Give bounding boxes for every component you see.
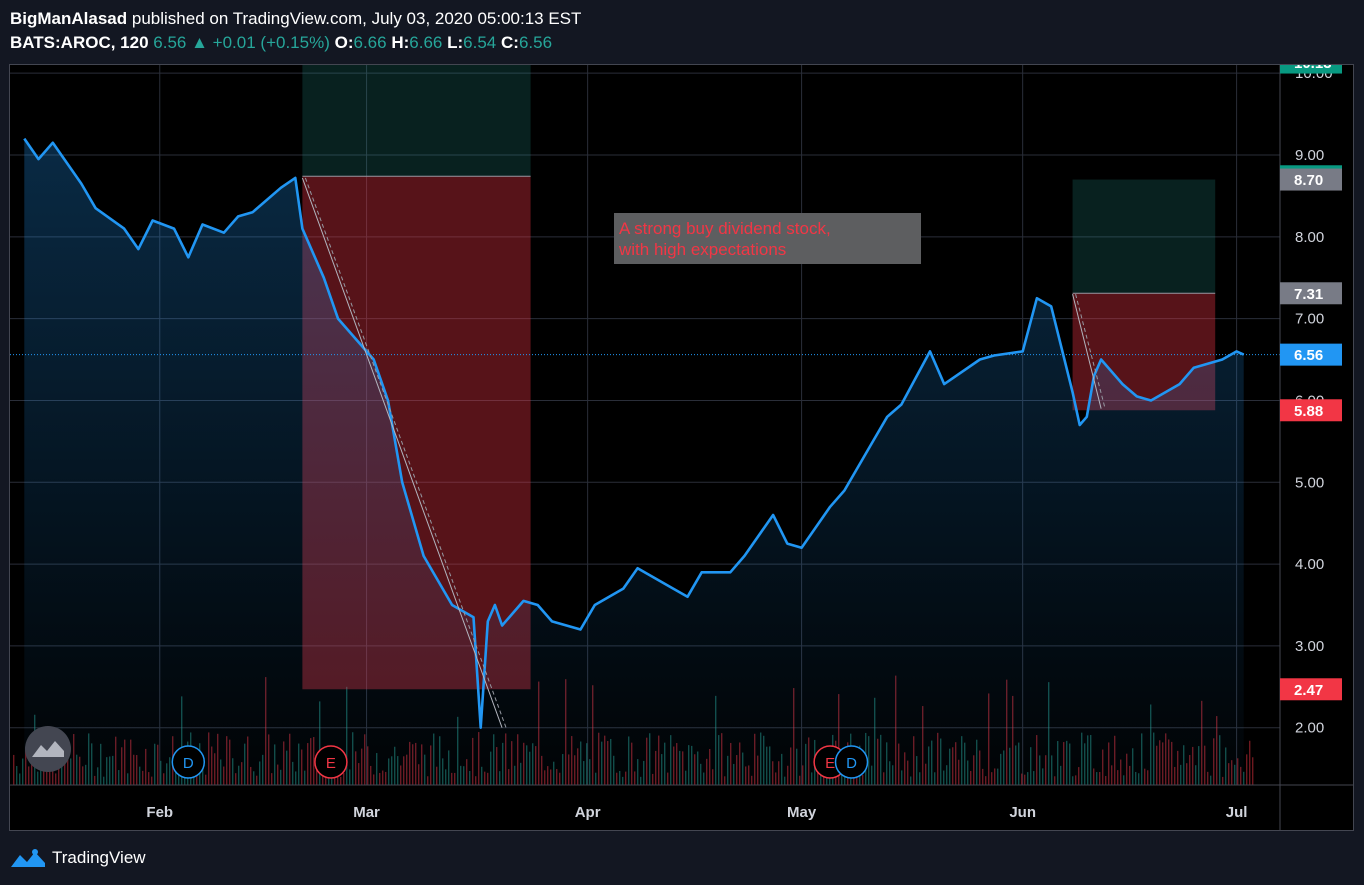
chart-frame[interactable]: A strong buy dividend stock, with high e… [9,64,1354,831]
chart-logo-badge[interactable] [25,726,71,772]
price-label-text: 10.13 [1294,65,1332,72]
high-value: 6.66 [409,33,443,52]
x-tick-label: Apr [575,804,601,821]
y-tick-label: 5.00 [1295,474,1324,491]
publish-info: published on TradingView.com, July 03, 2… [127,9,582,28]
y-tick-label: 7.00 [1295,311,1324,328]
price-line [23,137,1245,729]
position-target-zone [1072,179,1216,294]
price-label-text: 2.47 [1294,682,1323,699]
low-label: L: [447,33,464,52]
symbol-label[interactable]: BATS:AROC, 120 [10,33,149,52]
price-label-text: 8.70 [1294,172,1323,189]
position-target-zone [302,65,531,177]
ohlc-line: BATS:AROC, 120 6.56 ▲ +0.01 (+0.15%) O:6… [10,31,581,55]
close-value: 6.56 [518,33,553,52]
volume-bar [19,773,21,785]
y-tick-label: 9.00 [1295,147,1324,164]
y-tick-label: 3.00 [1295,638,1324,655]
chart-header: BigManAlasad published on TradingView.co… [10,7,581,55]
price-label-text: 7.31 [1294,286,1323,303]
y-tick-label: 4.00 [1295,556,1324,573]
event-marker-label: D [846,755,857,772]
y-tick-label: 2.00 [1295,720,1324,737]
chart-logo[interactable] [25,726,71,772]
x-tick-label: May [787,804,817,821]
open-label: O: [334,33,354,52]
trend-line [301,177,503,728]
up-arrow-icon: ▲ [191,33,208,52]
last-price: 6.56 [153,33,187,52]
price-change: +0.01 (+0.15%) [212,33,330,52]
close-label: C: [500,33,519,52]
price-label-box [1280,343,1342,366]
price-label-box [1280,399,1342,422]
price-label-box [1280,678,1342,701]
tradingview-logo-icon[interactable] [10,847,46,869]
tradingview-badge-icon [32,741,64,757]
trend-line [1072,293,1102,409]
price-label-box [1280,282,1342,305]
price-label-text: 5.88 [1294,403,1323,420]
x-tick-label: Jun [1009,804,1036,821]
volume-bar [1249,740,1251,785]
dividend-marker[interactable]: D [834,745,869,779]
volume-bar [13,754,15,785]
volume-bar [16,766,18,785]
price-label-text: 6.56 [1294,347,1323,364]
price-chart[interactable]: A strong buy dividend stock, with high e… [10,65,1353,830]
x-tick-label: Jul [1226,804,1248,821]
event-marker-label: E [825,755,835,772]
author-name[interactable]: BigManAlasad [10,9,128,28]
trend-lines [301,177,1106,728]
y-tick-label: 8.00 [1295,229,1324,246]
text-annotation[interactable]: A strong buy dividend stock, with high e… [614,213,921,264]
earnings-marker[interactable]: E [314,745,348,779]
footer: TradingView [10,846,146,870]
volume-bar [22,758,24,785]
low-value: 6.54 [463,33,497,52]
price-series [10,137,1280,786]
volume-bar [1246,754,1248,785]
footer-brand[interactable]: TradingView [52,848,146,867]
annotation-line-1: A strong buy dividend stock, [619,219,831,238]
x-tick-label: Feb [146,804,173,821]
annotation-line-2: with high expectations [618,240,786,259]
axes: FebMarAprMayJunJul2.003.004.005.006.007.… [10,65,1353,830]
volume-bar [1252,757,1254,785]
annotation-box[interactable] [614,213,921,264]
event-marker-label: E [326,755,336,772]
trend-line-dashed [1075,293,1106,409]
event-marker-label: D [183,755,194,772]
price-area [24,138,1244,786]
publish-line: BigManAlasad published on TradingView.co… [10,7,581,31]
price-label-box [1280,168,1342,191]
x-tick-label: Mar [353,804,380,821]
dividend-marker[interactable]: D [171,745,206,779]
price-label-box [1280,65,1342,74]
open-value: 6.66 [353,33,387,52]
high-label: H: [391,33,410,52]
